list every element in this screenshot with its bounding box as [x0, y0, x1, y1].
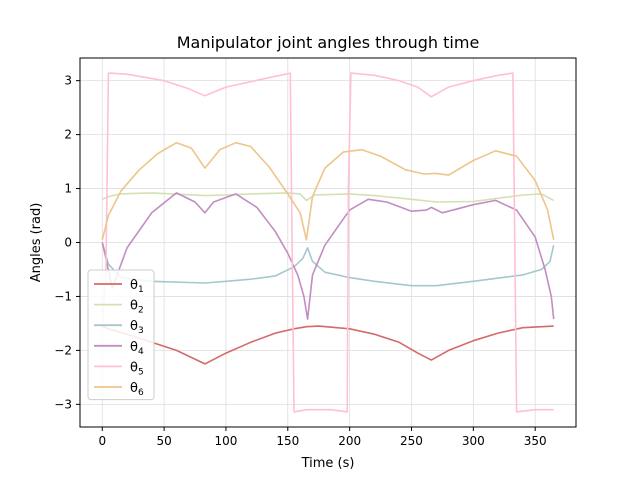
legend-box	[87, 269, 155, 401]
x-tick-label: 0	[98, 434, 106, 448]
y-tick-label: −3	[54, 397, 72, 411]
x-tick-label: 150	[276, 434, 299, 448]
series-line-theta-6	[101, 141, 555, 241]
x-tick-label: 250	[400, 434, 423, 448]
x-tick-label: 50	[156, 434, 171, 448]
x-axis-label: Time (s)	[301, 456, 355, 471]
y-tick-label: 2	[64, 128, 72, 142]
x-tick-label: 350	[524, 434, 547, 448]
x-axis: 0 50 100 150 200 250 300 350	[98, 427, 547, 448]
y-tick-label: 1	[64, 182, 72, 196]
x-tick-label: 300	[462, 434, 485, 448]
x-tick-label: 200	[338, 434, 361, 448]
y-tick-label: −1	[54, 289, 72, 303]
y-tick-label: 3	[64, 74, 72, 88]
series-lines	[101, 72, 555, 413]
series-line-theta-3	[101, 242, 555, 287]
grid	[80, 58, 576, 427]
y-tick-label: −2	[54, 343, 72, 357]
x-tick-label: 100	[215, 434, 238, 448]
series-line-theta-5	[101, 72, 554, 413]
y-tick-label: 0	[64, 236, 72, 250]
y-axis: −3 −2 −1 0 1 2 3	[54, 74, 80, 411]
series-line-theta-4	[101, 192, 555, 320]
y-axis-label: Angles (rad)	[29, 203, 44, 283]
series-line-theta-2	[101, 192, 555, 203]
chart-title: Manipulator joint angles through time	[177, 33, 480, 52]
series-line-theta-1	[101, 325, 554, 365]
